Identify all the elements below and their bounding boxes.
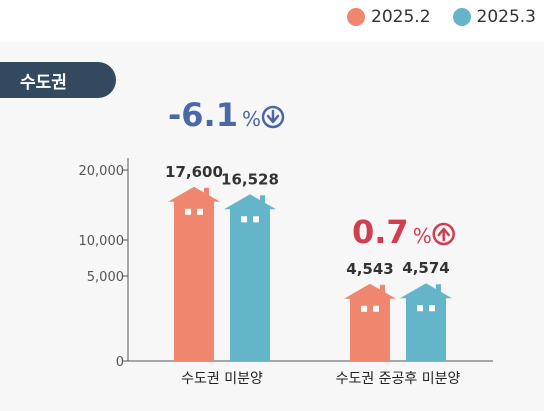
bar-window-right-0-1 bbox=[253, 216, 259, 223]
data-label-1-1: 4,574 bbox=[402, 259, 449, 277]
legend-label-series-2: 2025.3 bbox=[476, 7, 536, 27]
legend-swatch-series-1 bbox=[347, 8, 366, 26]
bar-window-right-1-1 bbox=[429, 305, 435, 312]
y-tick-label-1: 5,000 bbox=[87, 270, 124, 285]
bar-window-left-1-0 bbox=[361, 305, 367, 312]
bar-1-0 bbox=[344, 283, 396, 361]
bar-chimney-0-1 bbox=[260, 195, 265, 206]
legend: 2025.2 2025.3 bbox=[325, 7, 536, 27]
change-annotation-1: 0.7% bbox=[352, 213, 432, 251]
bar-window-left-0-1 bbox=[241, 216, 247, 223]
x-category-label-1: 수도권 준공후 미분양 bbox=[336, 371, 461, 387]
bar-window-left-0-0 bbox=[185, 208, 191, 215]
bar-0-0 bbox=[168, 186, 220, 361]
arrow-down-circle-icon-arrow bbox=[266, 109, 280, 124]
bar-0-1 bbox=[224, 194, 276, 361]
chart-panel bbox=[0, 42, 544, 411]
change-unit-0: % bbox=[242, 107, 261, 131]
legend-label-series-1: 2025.2 bbox=[371, 7, 431, 27]
bar-window-right-0-0 bbox=[197, 208, 203, 215]
bar-chimney-1-0 bbox=[380, 284, 385, 295]
change-unit-1: % bbox=[413, 224, 432, 248]
legend-item-series-1: 2025.2 bbox=[347, 7, 431, 27]
arrow-down-circle-icon bbox=[261, 105, 285, 129]
change-value-1: 0.7 bbox=[352, 213, 409, 251]
arrow-up-circle-icon bbox=[432, 222, 455, 246]
bar-window-right-1-0 bbox=[373, 305, 379, 312]
bar-chimney-0-0 bbox=[204, 187, 209, 198]
data-label-1-0: 4,543 bbox=[346, 260, 393, 278]
arrow-up-circle-icon-arrow bbox=[437, 227, 450, 242]
change-annotation-0: -6.1% bbox=[168, 96, 261, 134]
region-tag: 수도권 bbox=[0, 62, 116, 98]
legend-swatch-series-2 bbox=[452, 8, 471, 26]
data-label-0-0: 17,600 bbox=[165, 163, 223, 181]
change-value-0: -6.1 bbox=[168, 96, 238, 134]
bar-1-1 bbox=[400, 283, 452, 361]
bar-chimney-1-1 bbox=[436, 284, 441, 295]
x-category-label-0: 수도권 미분양 bbox=[181, 371, 263, 387]
y-tick-label-3: 20,000 bbox=[79, 164, 125, 179]
y-tick-label-0: 0 bbox=[116, 355, 124, 370]
data-label-0-1: 16,528 bbox=[221, 170, 279, 188]
y-tick-label-2: 10,000 bbox=[79, 234, 125, 249]
legend-item-series-2: 2025.3 bbox=[452, 7, 536, 27]
bar-window-left-1-1 bbox=[417, 305, 423, 312]
